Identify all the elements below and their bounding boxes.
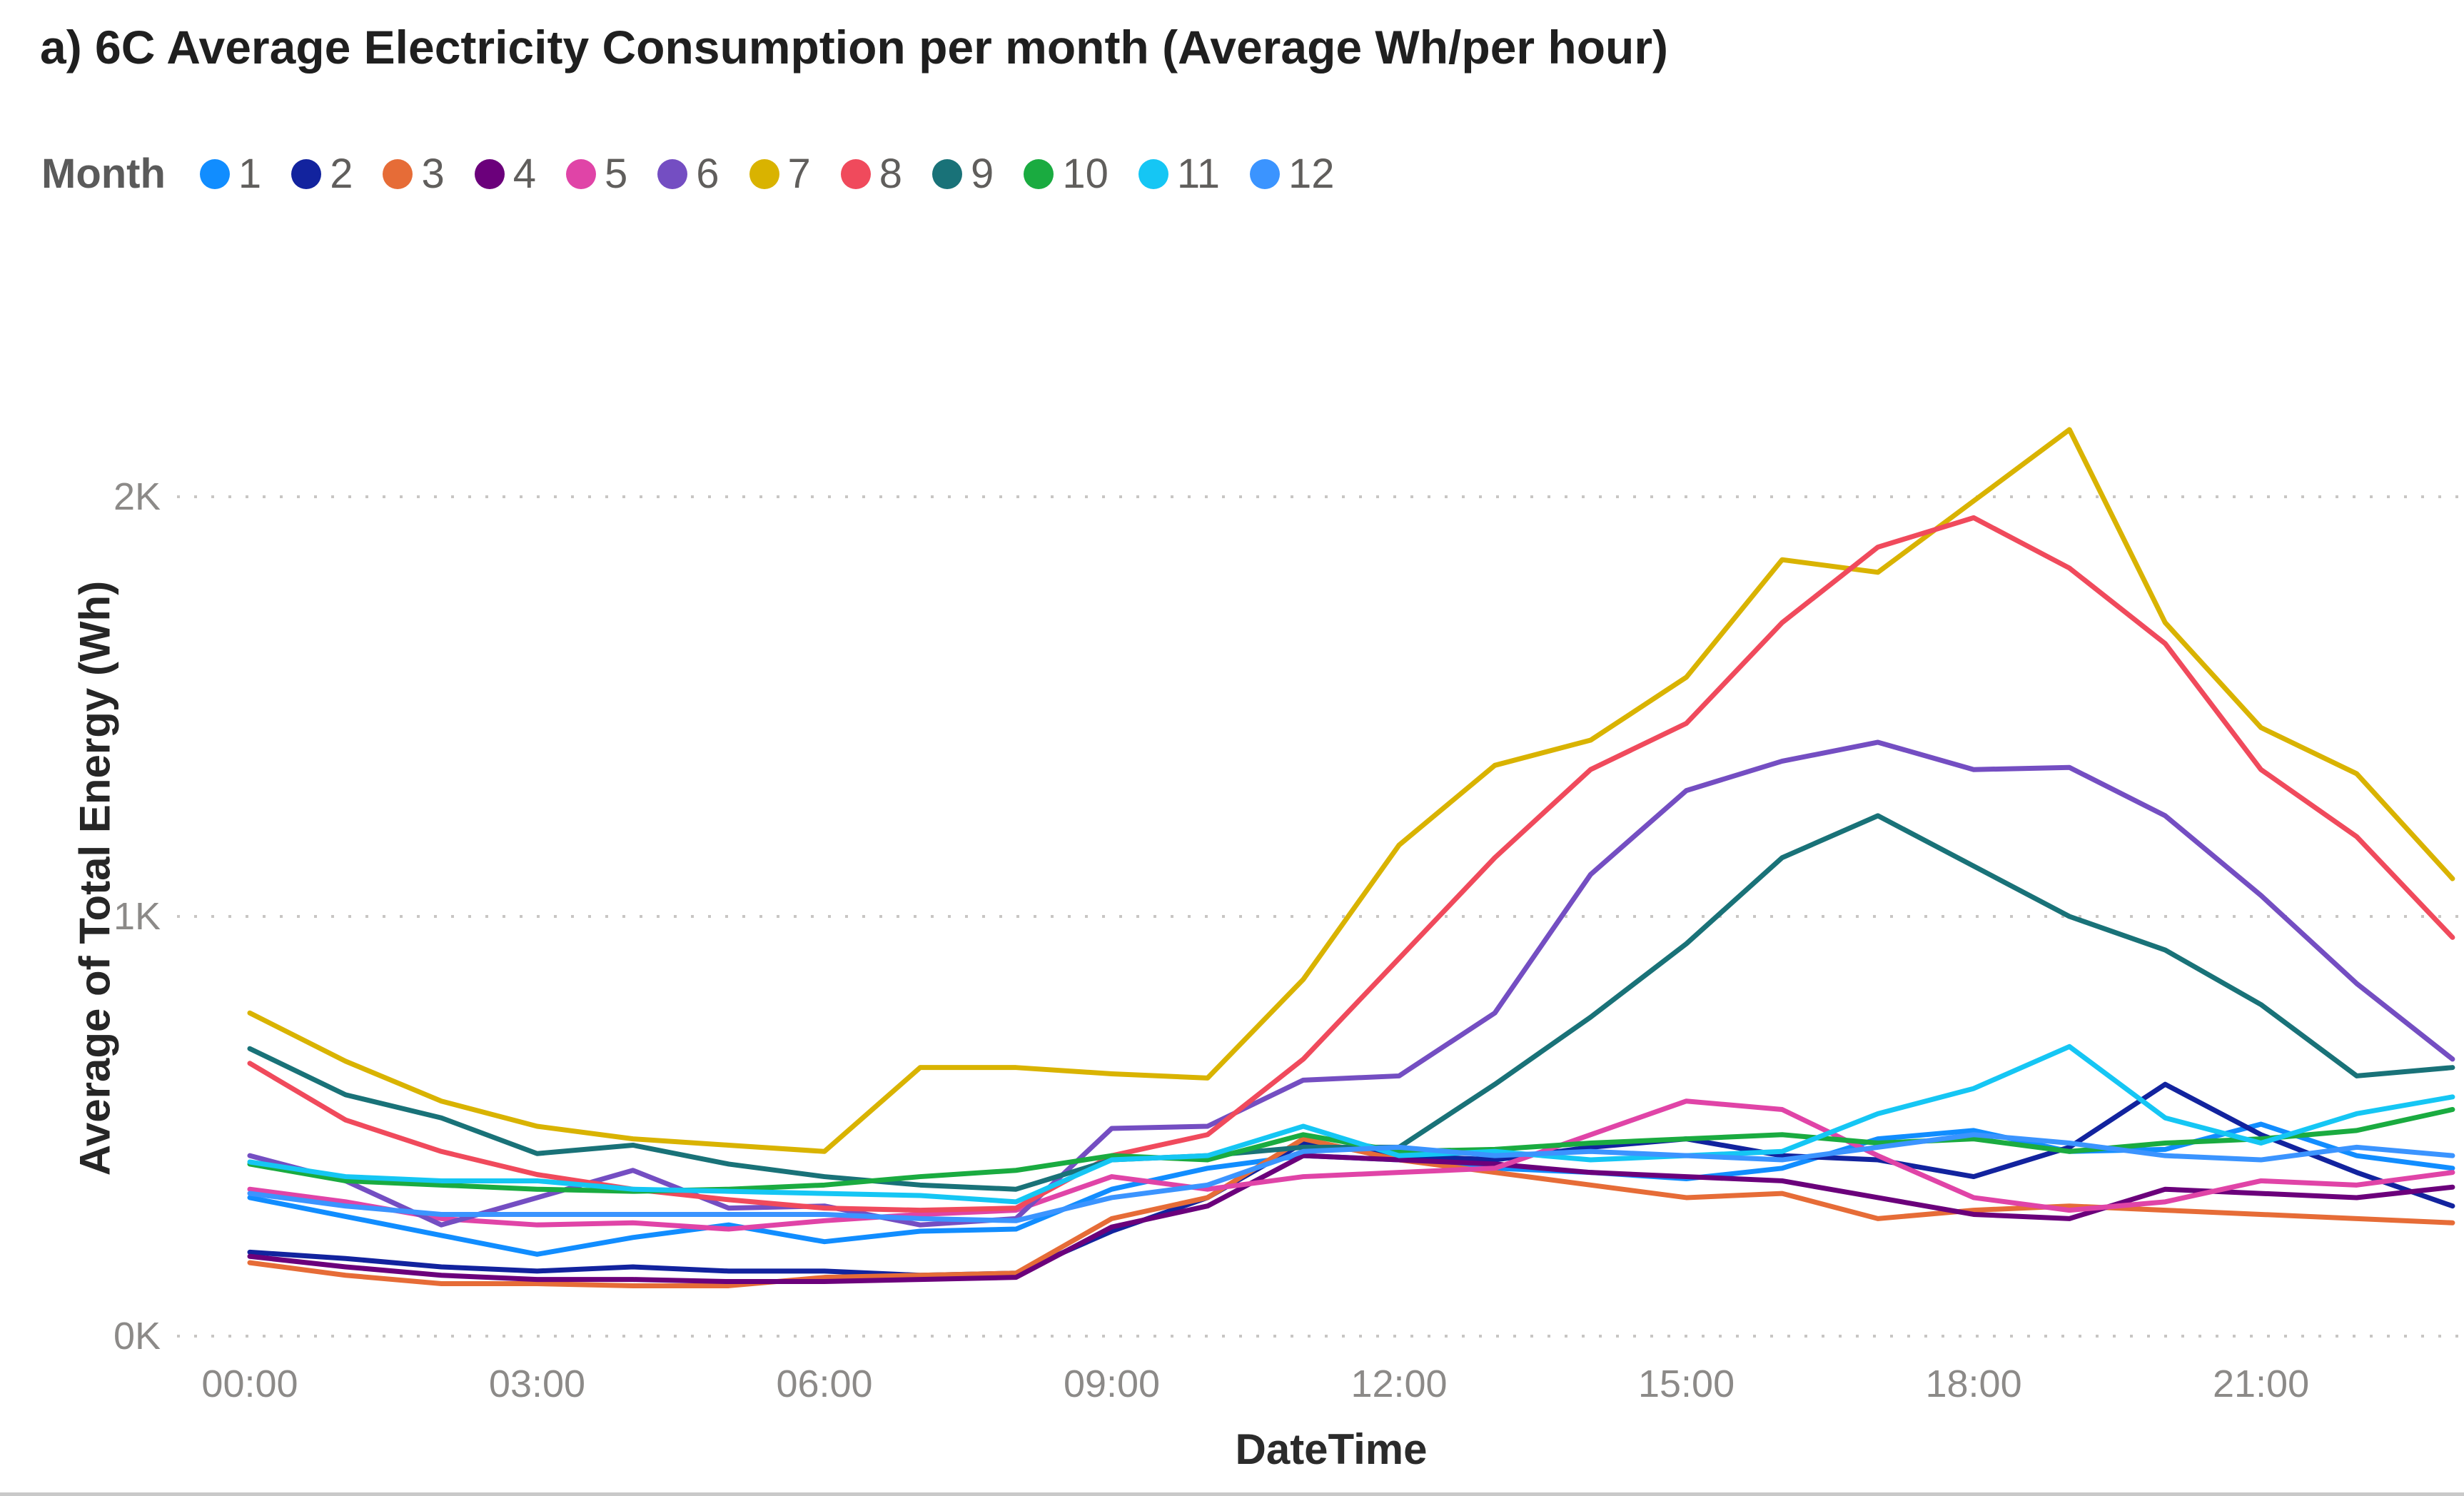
legend-item-month-7[interactable]: 7 [749, 150, 811, 198]
legend-dot-icon [291, 158, 322, 189]
x-tick-label-12:00: 12:00 [1350, 1363, 1448, 1405]
chart-title: a) 6C Average Electricity Consumption pe… [40, 21, 1669, 74]
x-tick-label-18:00: 18:00 [1925, 1363, 2022, 1405]
legend-dot-icon [1024, 158, 1054, 189]
legend-item-month-8[interactable]: 8 [840, 150, 903, 198]
legend-title: Month [41, 151, 166, 197]
series-line-month-12[interactable] [247, 1132, 2455, 1223]
legend-item-month-2[interactable]: 2 [291, 150, 353, 198]
legend-dot-icon [383, 158, 413, 189]
legend-dot-icon [657, 158, 688, 189]
legend-item-label: 9 [971, 151, 994, 197]
legend-dot-icon [1250, 158, 1281, 189]
y-axis-title: Average of Total Energy (Wh) [71, 580, 119, 1176]
legend-item-label: 8 [879, 151, 903, 197]
legend-dot-icon [474, 158, 505, 189]
series-line-month-7[interactable] [247, 427, 2455, 1154]
legend-item-label: 1 [238, 151, 262, 197]
legend-item-month-12[interactable]: 12 [1250, 150, 1335, 198]
legend-item-label: 5 [604, 151, 628, 197]
legend-dot-icon [749, 158, 779, 189]
legend-item-label: 2 [330, 151, 353, 197]
legend-item-label: 7 [787, 151, 811, 197]
series-line-month-8[interactable] [247, 515, 2455, 1213]
legend-item-month-6[interactable]: 6 [657, 150, 719, 198]
x-tick-label-00:00: 00:00 [201, 1363, 298, 1405]
series-line-month-6[interactable] [247, 739, 2455, 1228]
legend-item-month-5[interactable]: 5 [565, 150, 628, 198]
legend-item-label: 12 [1288, 151, 1335, 197]
legend-dot-icon [1138, 158, 1168, 189]
legend-item-month-4[interactable]: 4 [474, 150, 536, 198]
legend-dot-icon [932, 158, 963, 189]
legend-item-label: 11 [1176, 151, 1221, 197]
x-tick-label-09:00: 09:00 [1063, 1363, 1161, 1405]
series-line-month-4[interactable] [247, 1153, 2455, 1285]
legend-item-month-10[interactable]: 10 [1024, 150, 1109, 198]
x-tick-label-15:00: 15:00 [1637, 1363, 1735, 1405]
legend-item-label: 4 [513, 151, 536, 197]
legend-item-month-3[interactable]: 3 [383, 150, 445, 198]
legend-item-month-11[interactable]: 11 [1138, 150, 1220, 198]
window-bottom-edge [0, 1492, 2464, 1496]
legend-item-label: 10 [1062, 151, 1109, 197]
series-line-month-11[interactable] [247, 1043, 2455, 1205]
legend-item-label: 6 [696, 151, 719, 197]
legend-dot-icon [840, 158, 871, 189]
y-tick-label-0K: 0K [113, 1315, 161, 1358]
legend: Month 1 2 3 4 5 6 7 8 9 10 11 12 [41, 150, 1335, 198]
x-tick-label-06:00: 06:00 [776, 1363, 873, 1405]
legend-item-month-1[interactable]: 1 [199, 150, 262, 198]
y-tick-label-1K: 1K [113, 895, 161, 938]
series-line-month-5[interactable] [247, 1098, 2455, 1232]
x-tick-label-21:00: 21:00 [2212, 1363, 2310, 1405]
legend-item-month-9[interactable]: 9 [932, 150, 994, 198]
legend-dot-icon [565, 158, 596, 189]
legend-dot-icon [199, 158, 230, 189]
y-tick-label-2K: 2K [113, 475, 161, 518]
legend-item-label: 3 [421, 151, 445, 197]
x-tick-label-03:00: 03:00 [488, 1363, 586, 1405]
x-axis-title: DateTime [1235, 1425, 1428, 1473]
